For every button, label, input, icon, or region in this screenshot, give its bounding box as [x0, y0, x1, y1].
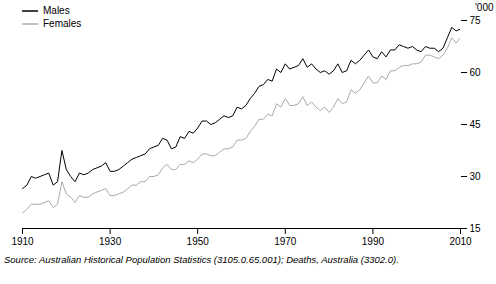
svg-text:30: 30	[470, 171, 482, 182]
svg-text:'000: '000	[475, 2, 494, 13]
svg-text:1970: 1970	[274, 236, 297, 247]
svg-text:45: 45	[470, 119, 482, 130]
html-text:Males: Males	[43, 5, 70, 16]
svg-text:75: 75	[470, 15, 482, 26]
svg-text:1930: 1930	[99, 236, 122, 247]
svg-text:1990: 1990	[362, 236, 385, 247]
html-text:Source: Australian Historical: Source: Australian Historical Population…	[4, 254, 399, 265]
svg-text:1950: 1950	[187, 236, 210, 247]
html-text:Females: Females	[43, 18, 82, 29]
svg-text:2010: 2010	[449, 236, 472, 247]
svg-text:1910: 1910	[11, 236, 34, 247]
svg-text:15: 15	[470, 223, 482, 234]
svg-text:60: 60	[470, 67, 482, 78]
